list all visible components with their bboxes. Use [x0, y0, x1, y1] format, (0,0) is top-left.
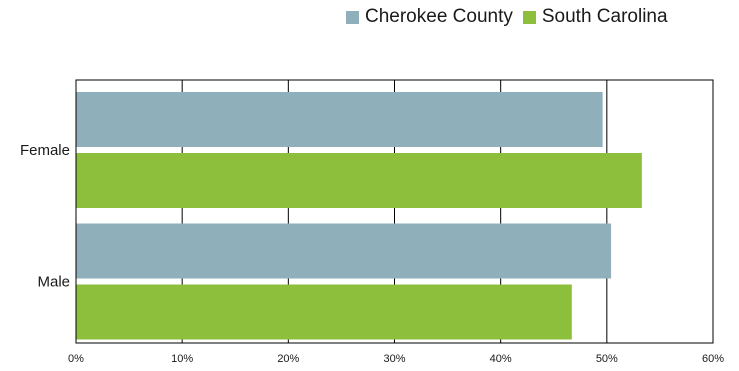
x-tick-label: 30% — [383, 353, 405, 365]
x-tick-label: 0% — [68, 353, 84, 365]
legend-label-cherokee-county: Cherokee County — [365, 6, 513, 27]
x-tick-label: 50% — [596, 353, 618, 365]
bar-female-south-carolina — [76, 153, 642, 208]
x-tick-label: 60% — [702, 353, 724, 365]
legend: Cherokee County South Carolina — [346, 6, 678, 28]
legend-item-cherokee-county: Cherokee County — [346, 6, 513, 28]
x-tick-label: 20% — [277, 353, 299, 365]
legend-swatch-south-carolina — [522, 10, 536, 24]
legend-item-south-carolina: South Carolina — [522, 6, 668, 28]
bar-female-cherokee-county — [76, 92, 603, 147]
legend-label-south-carolina: South Carolina — [541, 6, 668, 27]
bar-male-cherokee-county — [76, 223, 612, 279]
category-label-female: Female — [20, 142, 70, 159]
x-tick-label: 10% — [171, 353, 193, 365]
category-label-male: Male — [37, 274, 70, 291]
legend-swatch-cherokee-county — [346, 10, 359, 24]
bar-male-south-carolina — [76, 284, 572, 340]
plot-frame — [75, 79, 714, 344]
x-tick-label: 40% — [490, 353, 512, 365]
